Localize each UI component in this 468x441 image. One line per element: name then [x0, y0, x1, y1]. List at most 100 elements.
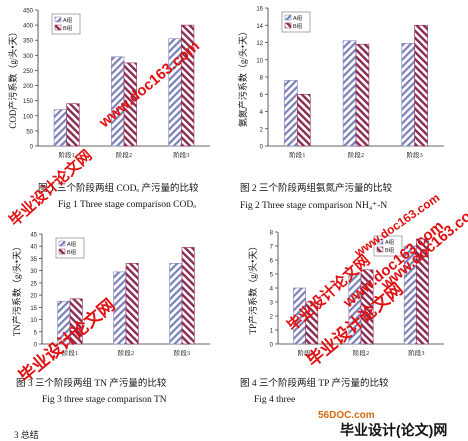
- x-category-label: 阶段3: [408, 348, 424, 357]
- legend-label: A组: [67, 240, 77, 248]
- legend-swatch: [284, 14, 292, 21]
- legend-swatch: [376, 238, 384, 245]
- y-tick-label: 0: [34, 343, 38, 349]
- legend-label: B组: [67, 248, 77, 256]
- legend-swatch: [284, 22, 292, 29]
- y-tick-label: 0: [270, 343, 274, 349]
- legend-label: B组: [63, 24, 73, 32]
- caption-ammonia: 图 2 三个阶段两组氨氮产污量的比较: [240, 184, 393, 194]
- y-axis-label: TN产污系数（g/头•天）: [11, 242, 22, 336]
- x-category-label: 阶段3: [173, 150, 189, 159]
- y-tick-label: 5: [34, 330, 38, 336]
- legend-label: A组: [63, 16, 73, 24]
- bar-group-b: [360, 269, 374, 345]
- legend-swatch: [58, 248, 66, 255]
- legend-label: B组: [385, 246, 395, 254]
- x-category-label: 阶段1: [298, 348, 314, 357]
- tn-bar-chart: 0 5 10 15 20 25 30 35 40 45 TN产污系数（g/头•天） 阶段1 阶段2 阶段3…: [11, 233, 210, 357]
- y-tick-label: 8: [260, 76, 264, 82]
- bar-group-b: [416, 238, 429, 345]
- caption-tp: 图 4 三个阶段两组 TP 产污量的比较: [240, 379, 389, 389]
- caption-en-ammonia: Fig 2 Three stage comparison NH₄⁺-N: [240, 201, 388, 211]
- y-tick-label: 100: [23, 114, 34, 120]
- chart-panel-ammonia: 0 2 4 6 8 10 12 14 16 氨氮产污系数（g/头•天） 阶段1 阶段2 阶段3 A组 B组 …: [234, 0, 468, 220]
- chart-panel-tn: 0 5 10 15 20 25 30 35 40 45 TN产污系数（g/头•天） 阶段1 阶段2 阶段3…: [0, 220, 234, 439]
- x-category-label: 阶段2: [348, 150, 364, 159]
- y-tick-label: 6: [260, 93, 264, 99]
- bar-group-b: [414, 24, 428, 147]
- bar-group-b: [181, 24, 195, 147]
- legend-swatch: [376, 246, 384, 253]
- section-heading-fragment: 3 总结: [14, 430, 39, 440]
- x-category-label: 阶段2: [118, 348, 134, 357]
- footer-site-logo: 56DOC.com: [318, 410, 375, 421]
- legend-swatch: [54, 24, 62, 31]
- legend-swatch: [58, 240, 66, 247]
- bar-group-b: [297, 93, 311, 147]
- y-tick-label: 200: [23, 84, 34, 90]
- x-category-label: 阶段3: [407, 150, 423, 159]
- bar-group-a: [284, 80, 298, 147]
- bar-group-b: [355, 43, 370, 147]
- y-tick-label: 10: [256, 58, 263, 64]
- caption-cod: 图 1 三个阶段两组 CODₒ 产污量的比较: [38, 184, 199, 194]
- bar-group-b: [181, 247, 195, 345]
- y-axis-label: TP产污系数（g/头•天）: [247, 242, 258, 335]
- bar-group-a: [342, 40, 357, 147]
- caption-tn: 图 3 三个阶段两组 TN 产污量的比较: [16, 379, 167, 389]
- bar-group-a: [401, 43, 415, 147]
- x-category-label: 阶段1: [289, 150, 305, 159]
- y-tick-label: 250: [23, 69, 34, 75]
- cod-bar-chart: 0 50 100 150 200 250 300 350 400 450 COD产污系数（g/头•天…: [7, 9, 210, 159]
- x-category-label: 阶段2: [116, 150, 132, 159]
- chart-panel-cod: 0 50 100 150 200 250 300 350 400 450 COD产污系数（g/头•天…: [0, 0, 234, 220]
- caption-en-tp: Fig 4 three: [254, 395, 296, 405]
- y-tick-label: 30: [30, 269, 37, 275]
- bar-group-b: [66, 103, 80, 147]
- y-tick-label: 16: [256, 7, 263, 13]
- y-tick-label: 150: [23, 99, 34, 105]
- chart-panel-tp: 0 1 2 3 4 5 6 7 8 TP产污系数（g/头•天） 阶段1 阶段2 阶段3 A组 B组 图 4 …: [234, 220, 468, 439]
- y-tick-label: 14: [256, 24, 263, 30]
- y-tick-label: 7: [270, 245, 274, 251]
- y-tick-label: 400: [23, 24, 34, 30]
- y-tick-label: 300: [23, 54, 34, 60]
- bar-group-a: [53, 109, 67, 147]
- y-tick-label: 6: [270, 259, 274, 265]
- y-tick-label: 5: [270, 273, 274, 279]
- bar-group-b: [69, 298, 83, 345]
- y-axis-label: COD产污系数（g/头•天）: [7, 27, 18, 128]
- y-tick-label: 10: [30, 318, 37, 324]
- x-category-label: 阶段2: [353, 348, 369, 357]
- bar-group-b: [125, 263, 139, 345]
- y-tick-label: 2: [260, 127, 264, 133]
- y-tick-label: 8: [270, 231, 274, 237]
- y-tick-label: 450: [23, 9, 34, 15]
- legend-swatch: [54, 16, 62, 23]
- y-tick-label: 15: [30, 306, 37, 312]
- legend-label: B组: [293, 22, 303, 30]
- legend-label: A组: [293, 14, 303, 22]
- bar-group-b: [123, 62, 137, 147]
- y-axis-label: 氨氮产污系数（g/头•天）: [237, 27, 248, 127]
- bar-group-a: [169, 263, 183, 345]
- y-tick-label: 4: [270, 287, 274, 293]
- y-tick-label: 35: [30, 257, 37, 263]
- bar-group-b: [305, 301, 319, 345]
- y-tick-label: 3: [270, 301, 274, 307]
- y-tick-label: 12: [256, 41, 263, 47]
- y-tick-label: 45: [30, 233, 37, 239]
- x-category-label: 阶段1: [59, 150, 75, 159]
- y-tick-label: 0: [30, 145, 34, 151]
- y-tick-label: 40: [30, 245, 37, 251]
- y-tick-label: 20: [30, 294, 37, 300]
- y-tick-label: 4: [260, 110, 264, 116]
- x-category-label: 阶段3: [174, 348, 190, 357]
- y-tick-label: 0: [260, 145, 264, 151]
- caption-en-cod: Fig 1 Three stage comparison CODₒ: [58, 200, 196, 210]
- y-tick-label: 350: [23, 39, 34, 45]
- footer-brand-logo: 毕业设计(论文)网: [340, 422, 448, 438]
- y-tick-label: 2: [270, 315, 274, 321]
